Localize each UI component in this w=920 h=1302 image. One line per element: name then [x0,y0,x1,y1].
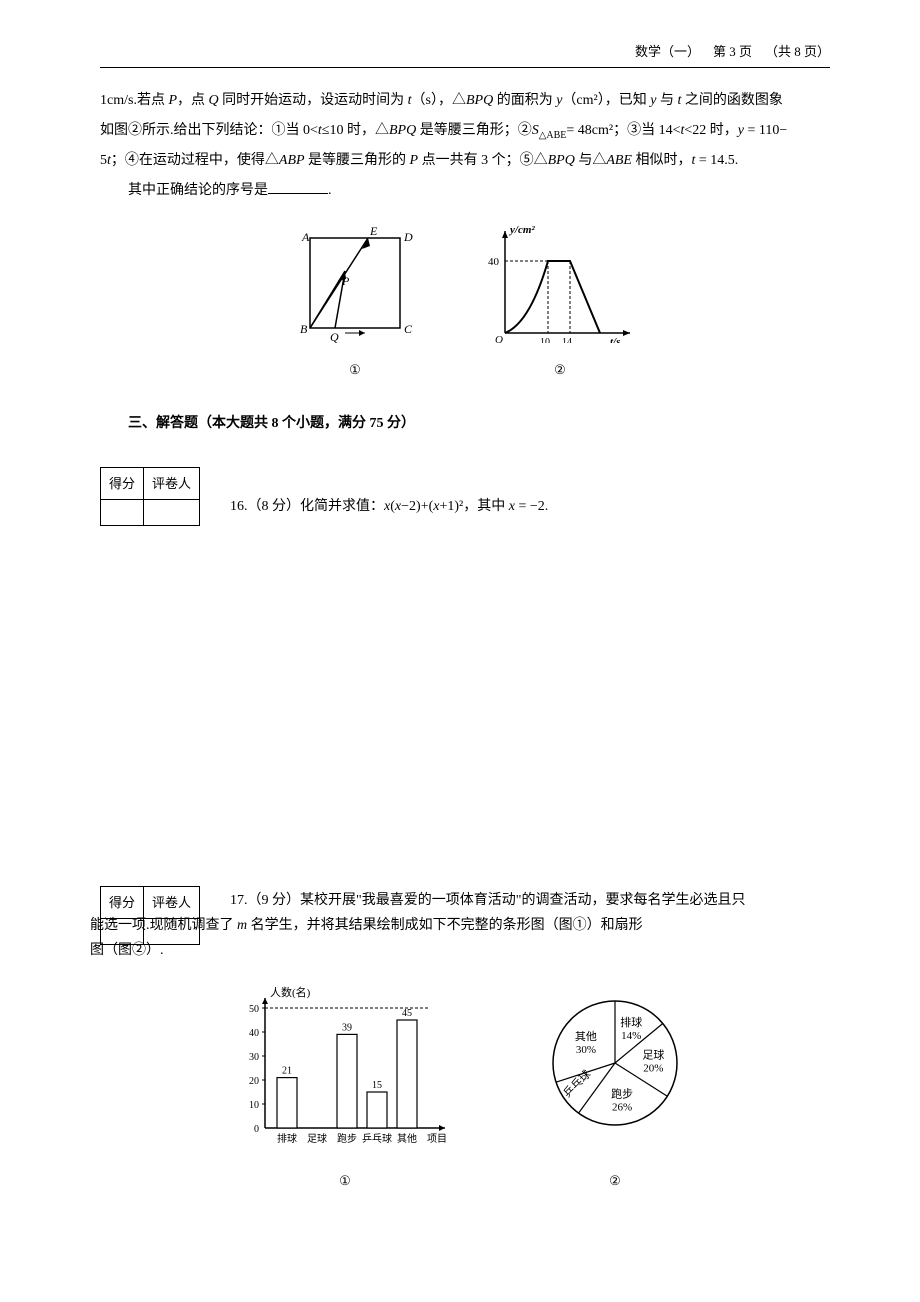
svg-text:y/cm²: y/cm² [508,224,535,236]
header-total: （共 8 页） [765,44,830,59]
bar-chart: 人数(名) 0 10 20 30 40 50 21 39 15 45 排球足球跑步乒乓球其他项目 [230,983,460,1153]
bar-label: ① [230,1169,460,1192]
problem-17-row: 得分评卷人 17.（9 分）某校开展"我最喜爱的一项体育活动"的调查活动，要求每… [100,886,830,964]
svg-text:E: E [369,224,378,238]
svg-text:足球: 足球 [307,1132,327,1145]
section-3-title: 三、解答题（本大题共 8 个小题，满分 75 分） [100,411,830,436]
svg-text:乒乓球: 乒乓球 [362,1132,392,1145]
figure-2-graph: y/cm² 40 O 10 14 t/s [480,223,640,343]
svg-text:项目: 项目 [427,1133,447,1145]
svg-text:人数(名): 人数(名) [270,985,311,999]
header-page: 第 3 页 [713,44,752,59]
svg-text:21: 21 [282,1066,292,1077]
svg-text:足球: 足球 [642,1048,664,1062]
svg-text:30: 30 [249,1052,259,1063]
fig2-label: ② [480,358,640,381]
svg-text:39: 39 [342,1023,352,1034]
problem-16-row: 得分评卷人 16.（8 分）化简并求值：x(x−2)+(x+1)²，其中 x =… [100,467,830,526]
svg-text:乒乓球: 乒乓球 [560,1067,593,1100]
svg-text:15: 15 [372,1080,382,1091]
problem-15-line4: 其中正确结论的序号是. [100,178,830,203]
problem-16-text: 16.（8 分）化简并求值：x(x−2)+(x+1)²，其中 x = −2. [230,467,830,519]
svg-text:排球: 排球 [277,1132,297,1145]
svg-text:50: 50 [249,1004,259,1015]
svg-text:20%: 20% [643,1063,663,1075]
svg-text:10: 10 [540,337,550,343]
score-box-16: 得分评卷人 [100,467,200,526]
answer-blank [268,180,328,194]
svg-text:B: B [300,322,308,336]
workspace-gap [100,546,830,886]
problem-17-charts: 人数(名)0102030405021391545排球足球跑步乒乓球其他项目 ① … [100,983,830,1192]
svg-text:40: 40 [249,1028,259,1039]
problem-15-figures: A E D B Q C P ① y/cm² 40 O 10 14 t/s ② [100,223,830,382]
svg-text:跑步: 跑步 [611,1087,633,1101]
svg-text:40: 40 [488,256,500,268]
svg-text:14%: 14% [621,1031,641,1043]
svg-text:30%: 30% [576,1044,596,1056]
pie-label: ② [530,1169,700,1192]
header-subject: 数学（一） [635,44,700,59]
problem-15-line2: 如图②所示.给出下列结论：①当 0<t≤10 时，△BPQ 是等腰三角形；②S△… [100,118,830,145]
svg-text:14: 14 [562,337,572,343]
problem-15-line3: 5t；④在运动过程中，使得△ABP 是等腰三角形的 P 点一共有 3 个；⑤△B… [100,148,830,173]
svg-text:P: P [341,274,350,288]
svg-text:A: A [301,230,310,244]
problem-15-line1: 1cm/s.若点 P，点 Q 同时开始运动，设运动时间为 t（s），△BPQ 的… [100,88,830,113]
svg-text:D: D [403,230,413,244]
svg-text:26%: 26% [612,1102,632,1114]
page-header: 数学（一） 第 3 页 （共 8 页） [100,40,830,68]
svg-text:Q: Q [330,330,339,343]
svg-text:其他: 其他 [575,1030,597,1043]
figure-1-square: A E D B Q C P [290,223,420,343]
svg-text:t/s: t/s [610,336,620,343]
svg-text:其他: 其他 [397,1132,417,1145]
svg-text:排球: 排球 [620,1016,642,1030]
svg-text:C: C [404,322,413,336]
fig1-label: ① [290,358,420,381]
svg-text:O: O [495,334,503,343]
pie-chart: 排球14%足球20% 跑步26% 乒乓球 其他30% [530,983,700,1153]
svg-text:跑步: 跑步 [337,1132,357,1145]
svg-text:0: 0 [254,1124,259,1135]
svg-text:20: 20 [249,1076,259,1087]
problem-17-text: 17.（9 分）某校开展"我最喜爱的一项体育活动"的调查活动，要求每名学生必选且… [230,886,830,964]
svg-text:10: 10 [249,1100,259,1111]
svg-text:45: 45 [402,1008,412,1019]
